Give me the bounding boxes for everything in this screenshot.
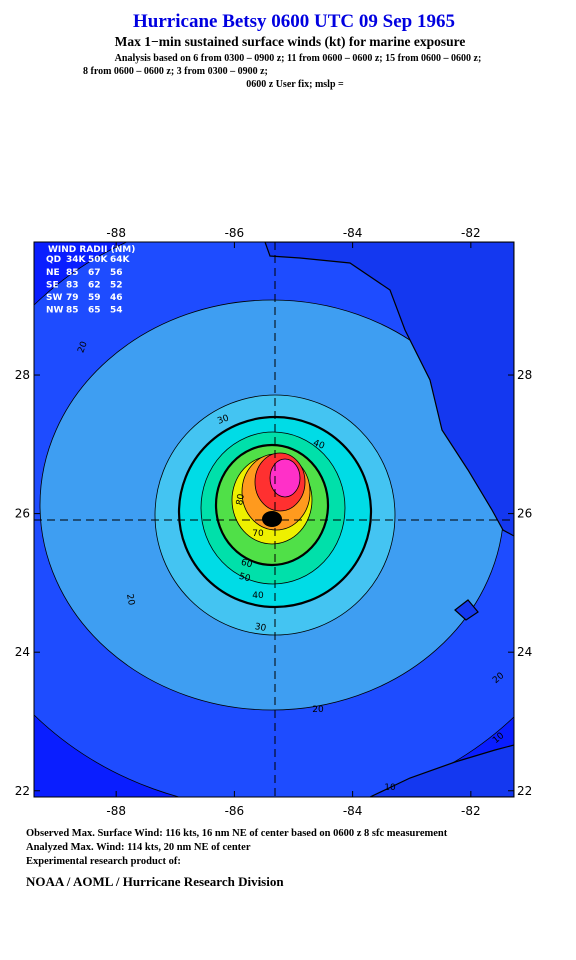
wind-radii-cell: 85 <box>66 306 79 316</box>
x-tick-label: -88 <box>106 804 126 818</box>
organization: NOAA / AOML / Hurricane Research Divisio… <box>26 874 284 889</box>
y-tick-label: 22 <box>15 784 30 798</box>
wind-radii-cell: SE <box>46 281 59 291</box>
map-frame <box>33 241 515 798</box>
wind-radii-cell: 83 <box>66 281 79 291</box>
y-tick-label: 28 <box>15 368 30 382</box>
y-tick-label: 24 <box>517 645 532 659</box>
wind-radii-title: WIND RADII (NM) <box>48 245 135 255</box>
contour <box>269 458 301 498</box>
island <box>454 599 479 621</box>
subtitle: Max 1−min sustained surface winds (kt) f… <box>115 34 466 49</box>
x-tick-label: -84 <box>343 226 363 240</box>
x-tick-label: -86 <box>225 804 245 818</box>
y-tick-label: 26 <box>15 507 30 521</box>
wind-radii-cell: 54 <box>110 306 123 316</box>
footer-line: Observed Max. Surface Wind: 116 kts, 16 … <box>26 828 448 839</box>
wind-radii-header: 50K <box>88 255 109 265</box>
contour-label: 70 <box>252 529 264 539</box>
contour-label: 50 <box>238 572 252 585</box>
wind-radii-cell: SW <box>46 293 62 303</box>
wind-radii-cell: NW <box>46 306 64 316</box>
x-tick-label: -84 <box>343 804 363 818</box>
wind-radii-cell: 46 <box>110 293 123 303</box>
contour-label: 40 <box>252 591 264 601</box>
coastlines <box>264 242 514 797</box>
wind-radii-header: 64K <box>110 255 131 265</box>
florida <box>264 242 514 537</box>
wind-radii-cell: NE <box>46 268 60 278</box>
contour-label: 80 <box>235 493 247 506</box>
wind-radii-cell: 52 <box>110 281 123 291</box>
contour-label: 30 <box>254 622 267 634</box>
contour-label: 30 <box>216 413 230 426</box>
wind-radii-cell: 59 <box>88 293 101 303</box>
y-tick-label: 22 <box>517 784 532 798</box>
footer-line: Analyzed Max. Wind: 114 kts, 20 nm NE of… <box>26 842 251 853</box>
wind-radii-cell: 65 <box>88 306 101 316</box>
wind-radii-cell: 85 <box>66 268 79 278</box>
wind-radii-header: 34K <box>66 255 87 265</box>
contour-label: 60 <box>240 558 254 571</box>
x-tick-label: -82 <box>461 226 481 240</box>
wind-radii-header: QD <box>46 255 61 265</box>
wind-radii-cell: 79 <box>66 293 79 303</box>
analysis-line: Analysis based on 6 from 0300 – 0900 z; … <box>115 53 482 64</box>
contour-label: 40 <box>312 438 326 451</box>
y-tick-label: 28 <box>517 368 532 382</box>
x-tick-label: -82 <box>461 804 481 818</box>
analysis-line: 0600 z User fix; mslp = <box>246 79 344 90</box>
wind-radii-cell: 67 <box>88 268 101 278</box>
cuba <box>369 744 514 797</box>
wind-radii-cell: 62 <box>88 281 101 291</box>
wind-radii: WIND RADII (NM) QD 34K 50K 64K NE 85 67 56 SE 83 6… <box>46 245 135 316</box>
eye <box>262 511 282 527</box>
contour-label: 20 <box>312 705 324 715</box>
contour-label: 10 <box>384 783 396 793</box>
footer-line: Experimental research product of: <box>26 856 181 867</box>
title: Hurricane Betsy 0600 UTC 09 Sep 1965 <box>133 11 455 32</box>
axes: -88 -88 -86 -86 -84 -84 -82 -82 22 22 24 24 26 26 28 28 <box>15 226 533 818</box>
y-tick-label: 24 <box>15 645 30 659</box>
x-tick-label: -88 <box>106 226 126 240</box>
contour-label: 20 <box>124 593 136 606</box>
wind-radii-cell: 56 <box>110 268 123 278</box>
y-tick-label: 26 <box>517 507 532 521</box>
analysis-line: 8 from 0600 – 0600 z; 3 from 0300 – 0900… <box>83 66 268 77</box>
x-tick-label: -86 <box>225 226 245 240</box>
contour-label: 20 <box>76 340 89 354</box>
